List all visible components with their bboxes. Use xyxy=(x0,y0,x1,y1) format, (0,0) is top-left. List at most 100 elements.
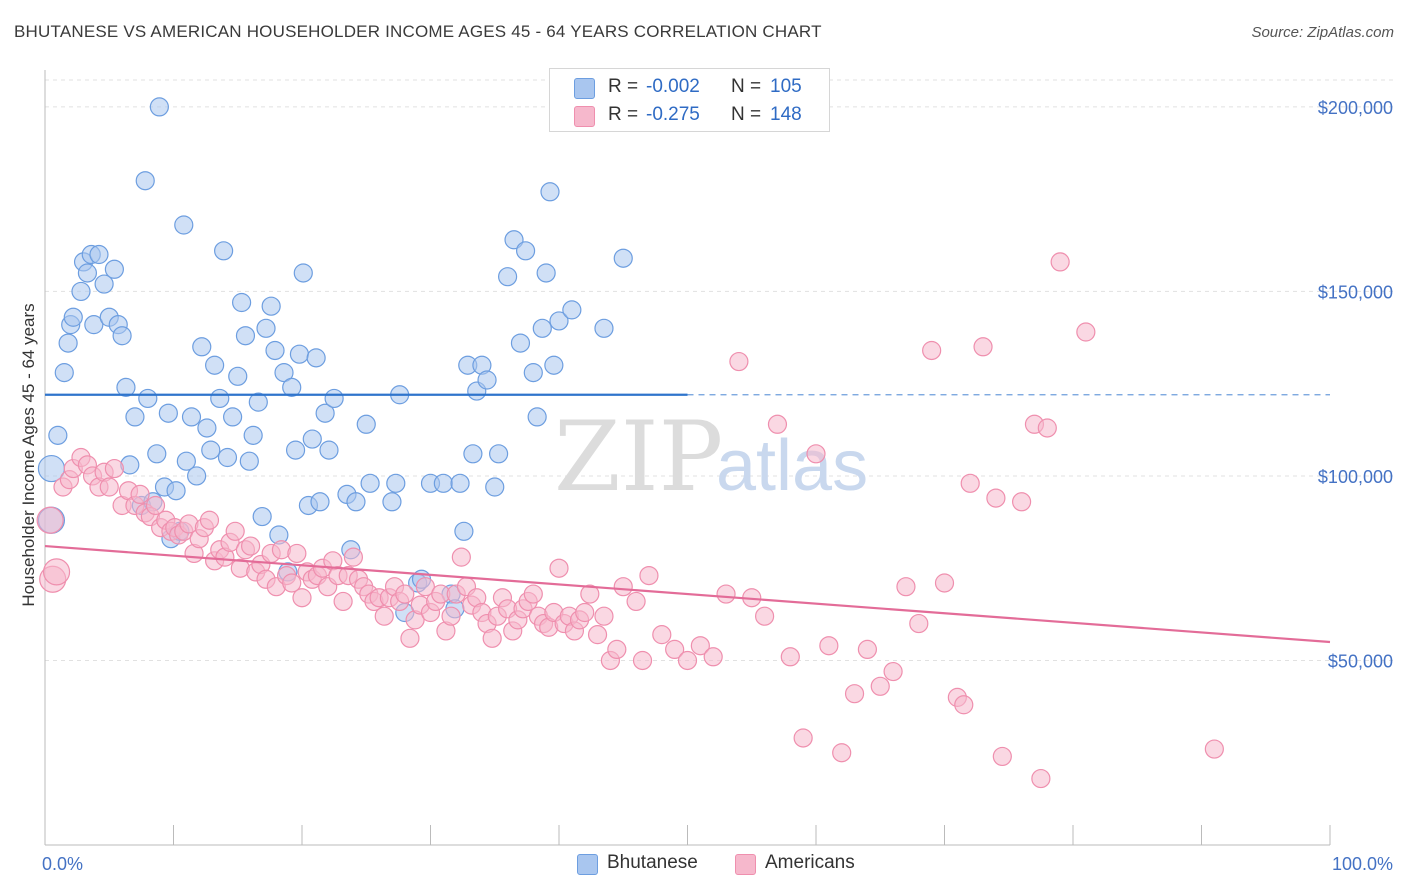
data-point xyxy=(806,444,826,464)
watermark-zip: ZIP xyxy=(554,401,723,513)
x-tick-label: 0.0% xyxy=(42,854,83,874)
data-point xyxy=(36,506,64,534)
data-point xyxy=(973,337,993,357)
data-point xyxy=(754,606,775,626)
data-point xyxy=(360,473,380,493)
data-point xyxy=(135,171,155,191)
data-point xyxy=(523,584,543,604)
bhutanese-legend-label: Bhutanese xyxy=(607,852,698,873)
data-point xyxy=(63,307,83,327)
bhutanese-legend-swatch xyxy=(577,854,598,875)
data-point xyxy=(523,363,543,383)
data-point xyxy=(477,370,497,390)
data-point xyxy=(510,333,531,353)
data-point xyxy=(192,337,212,357)
data-point xyxy=(181,407,202,427)
data-point xyxy=(549,311,569,331)
n-value: 105 xyxy=(770,76,802,97)
data-point xyxy=(149,97,169,117)
data-point xyxy=(104,259,124,279)
n-label: N = xyxy=(731,104,762,125)
data-point xyxy=(515,241,536,261)
data-point xyxy=(166,481,186,501)
data-point xyxy=(607,639,627,660)
data-point xyxy=(594,318,614,338)
data-point xyxy=(302,429,322,449)
data-point xyxy=(138,388,158,409)
tick-labels: $50,000 $100,000 $150,000 $200,000 0.0% 100.0… xyxy=(42,98,1393,874)
data-point xyxy=(104,458,124,479)
data-point xyxy=(767,414,788,434)
data-point xyxy=(197,418,217,438)
data-point xyxy=(504,230,524,250)
data-point xyxy=(292,588,312,608)
y-tick-label: $150,000 xyxy=(1318,282,1393,302)
americans-trend-line xyxy=(44,544,1331,644)
data-point xyxy=(613,577,633,597)
chart-title: BHUTANESE VS AMERICAN HOUSEHOLDER INCOME… xyxy=(14,22,822,41)
data-point xyxy=(99,477,119,497)
data-point xyxy=(346,492,366,512)
data-point xyxy=(482,628,502,648)
data-point xyxy=(285,440,306,460)
data-point xyxy=(382,492,402,512)
data-point xyxy=(261,296,281,316)
data-point xyxy=(485,477,505,497)
data-point xyxy=(562,300,582,320)
data-point xyxy=(256,318,276,338)
data-point xyxy=(896,577,916,597)
data-point xyxy=(587,625,608,645)
data-point xyxy=(575,602,595,623)
data-point xyxy=(176,451,196,471)
data-point xyxy=(909,613,929,634)
data-point xyxy=(205,355,225,375)
data-point xyxy=(954,695,974,715)
data-point xyxy=(780,647,800,667)
data-point xyxy=(319,440,339,460)
data-point xyxy=(626,591,646,612)
data-point xyxy=(580,584,600,604)
data-point xyxy=(42,558,71,586)
data-point xyxy=(217,447,238,468)
data-point xyxy=(433,473,453,493)
r-value: -0.002 xyxy=(646,76,700,97)
data-point xyxy=(201,440,221,460)
watermark-atlas: atlas xyxy=(716,426,868,506)
data-point xyxy=(652,625,672,645)
data-point xyxy=(450,473,470,493)
data-point xyxy=(241,536,261,556)
y-axis-label: Householder Income Ages 45 - 64 years xyxy=(19,303,38,606)
data-point xyxy=(228,366,248,386)
n-value: 148 xyxy=(770,104,802,125)
americans-legend-swatch xyxy=(735,854,756,875)
data-point xyxy=(130,484,150,505)
data-point xyxy=(223,407,243,427)
r-label: R = xyxy=(608,104,639,125)
data-point xyxy=(934,573,955,593)
data-point xyxy=(463,444,483,464)
data-point xyxy=(48,425,68,445)
data-point xyxy=(883,661,903,682)
data-point xyxy=(287,543,307,564)
data-point xyxy=(395,584,415,604)
data-point xyxy=(147,444,167,464)
data-point xyxy=(613,248,633,268)
data-point xyxy=(665,639,685,660)
data-point xyxy=(400,628,420,648)
data-point xyxy=(1204,739,1224,759)
data-point xyxy=(1011,492,1032,512)
data-point xyxy=(94,274,114,294)
data-point xyxy=(112,326,132,346)
data-point xyxy=(282,377,302,397)
data-point xyxy=(986,488,1006,508)
data-point xyxy=(214,241,234,261)
data-point xyxy=(451,547,471,567)
trend-lines xyxy=(44,393,1331,644)
data-point xyxy=(1031,768,1051,789)
data-point xyxy=(187,466,207,486)
data-point xyxy=(310,492,330,512)
data-point xyxy=(832,743,852,763)
data-point xyxy=(232,292,252,313)
data-point xyxy=(252,506,272,527)
